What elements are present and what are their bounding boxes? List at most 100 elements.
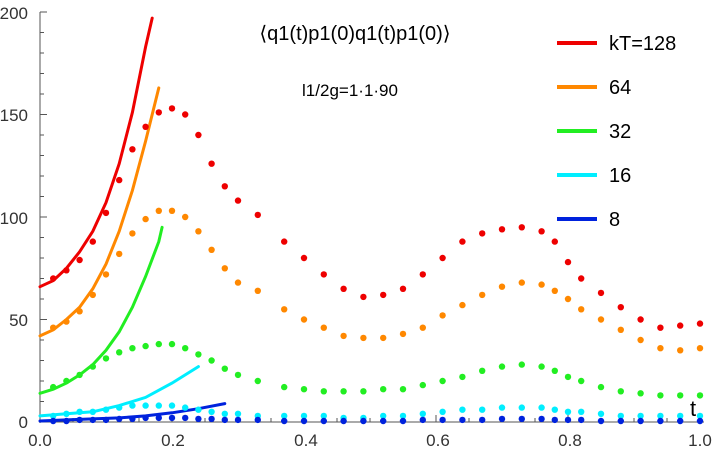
legend-label: kT=128 (609, 33, 676, 55)
data-point (320, 417, 327, 425)
data-point (102, 209, 110, 217)
data-point (281, 412, 288, 420)
data-point (221, 265, 228, 272)
data-point (63, 267, 70, 274)
y-tick-label: 0 (19, 413, 28, 432)
data-point (102, 271, 110, 278)
data-point (459, 416, 466, 424)
data-point (254, 416, 261, 424)
data-point (102, 416, 110, 424)
data-point (538, 281, 545, 288)
data-point (696, 412, 704, 420)
data-point (50, 417, 57, 425)
data-point (419, 410, 426, 417)
data-point (657, 345, 664, 352)
data-point (76, 371, 83, 379)
data-point (182, 414, 189, 422)
x-tick-label: 1.0 (688, 431, 712, 450)
data-point (419, 381, 426, 389)
data-point (399, 412, 407, 420)
data-point (617, 417, 624, 425)
data-point (677, 347, 684, 354)
data-point (320, 271, 327, 278)
data-point (234, 279, 242, 286)
data-point (419, 416, 426, 424)
data-point (578, 377, 585, 385)
data-point (129, 415, 136, 423)
data-point (578, 306, 585, 313)
data-point (76, 408, 83, 415)
data-point (281, 417, 288, 425)
y-tick-label: 50 (9, 311, 28, 330)
data-point (564, 373, 572, 381)
data-point (498, 363, 506, 370)
data-point (155, 207, 162, 214)
data-point (578, 408, 585, 415)
data-point (63, 417, 70, 425)
data-point (281, 238, 288, 245)
data-point (419, 324, 426, 331)
data-point (637, 412, 644, 420)
data-point (498, 283, 506, 290)
data-point (459, 406, 466, 413)
data-point (208, 408, 215, 415)
data-point (617, 412, 624, 420)
data-point (578, 416, 585, 424)
data-point (208, 357, 215, 364)
data-point (399, 285, 407, 292)
data-point (281, 383, 288, 391)
data-point (551, 367, 558, 374)
data-point (380, 291, 387, 299)
fit-curves (38, 16, 227, 423)
data-point (340, 332, 347, 340)
data-point (637, 336, 644, 344)
y-tick-label: 100 (0, 209, 28, 228)
data-point (221, 183, 228, 190)
data-point (498, 404, 506, 411)
data-point (597, 417, 605, 425)
data-point (168, 414, 176, 422)
data-point (597, 289, 605, 297)
data-point (696, 320, 704, 327)
data-point (459, 373, 466, 381)
data-point (155, 414, 162, 422)
data-point (538, 415, 545, 423)
data-point (195, 228, 202, 235)
data-point (360, 334, 367, 342)
data-point (677, 412, 684, 420)
data-point (142, 342, 149, 350)
x-tick-label: 0.0 (28, 431, 52, 450)
data-point (399, 330, 407, 338)
data-point (578, 275, 585, 282)
data-point (360, 417, 367, 425)
data-point (399, 386, 407, 393)
data-point (459, 301, 466, 309)
data-point (518, 404, 525, 411)
data-point (300, 316, 308, 323)
data-point (221, 365, 228, 372)
data-point (677, 417, 684, 425)
data-point (564, 408, 572, 415)
data-point (182, 111, 189, 118)
data-point (637, 316, 644, 323)
data-point (50, 412, 57, 420)
data-point (479, 406, 486, 413)
fit-curve (38, 16, 154, 289)
data-point (168, 402, 176, 409)
data-point (597, 383, 605, 391)
data-point (360, 388, 367, 395)
x-tick-labels: 0.0 0.2 0.4 0.6 0.8 1.0 (28, 431, 712, 450)
data-point (617, 326, 624, 333)
data-point (479, 230, 486, 237)
data-point (234, 197, 242, 204)
y-tick-label: 150 (0, 106, 28, 125)
data-point (89, 238, 97, 245)
data-point (300, 386, 308, 393)
data-point (564, 295, 572, 303)
data-point (155, 340, 162, 348)
data-point (116, 404, 123, 411)
data-point (63, 410, 70, 417)
data-point (657, 392, 664, 399)
data-point (459, 238, 466, 245)
